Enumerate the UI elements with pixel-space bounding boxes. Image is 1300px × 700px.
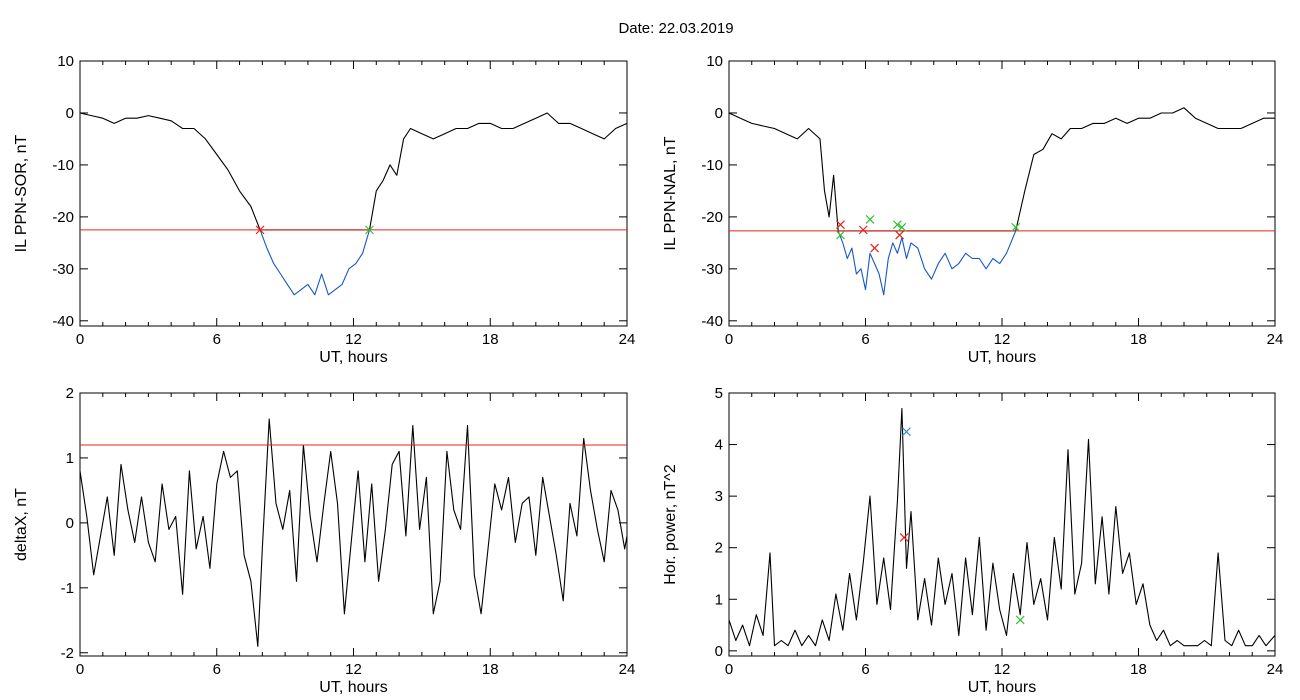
x-tick-label: 18 — [482, 331, 499, 348]
x-axis-title: UT, hours — [319, 349, 387, 366]
x-tick-label: 24 — [619, 661, 636, 678]
cross-marker — [1015, 615, 1025, 625]
series-line-1 — [79, 112, 628, 231]
y-tick-label: 5 — [715, 385, 723, 402]
y-tick-label: -10 — [701, 157, 723, 174]
x-tick-label: 12 — [345, 331, 362, 348]
panel-il-ppn-sor: 0 6 12 18 24 10 0 -10 -20 -30 -40 UT, hours IL PPN-S… — [13, 53, 635, 366]
cross-marker-stroke — [897, 222, 907, 232]
cross-marker-stroke — [255, 225, 265, 235]
cross-marker — [902, 427, 911, 437]
x-tick-label: 6 — [213, 331, 221, 348]
cross-marker — [836, 220, 845, 230]
series-line-1 — [728, 107, 1275, 232]
x-tick-label: 6 — [861, 331, 869, 348]
cross-marker — [255, 225, 265, 235]
cross-marker — [892, 220, 902, 230]
x-tick-label: 0 — [76, 661, 84, 678]
y-tick-label: 0 — [66, 105, 74, 122]
y-tick-label: -30 — [701, 261, 723, 278]
figure-title: Date: 22.03.2019 — [618, 20, 733, 37]
x-axis-title: UT, hours — [968, 679, 1036, 696]
cross-marker — [895, 230, 905, 240]
y-axis-title: deltaX, nT — [13, 488, 30, 561]
panel-il-ppn-nal: 0 6 12 18 24 10 0 -10 -20 -30 -40 UT, hours IL PPN-N… — [662, 53, 1283, 366]
y-tick-label: 4 — [715, 437, 723, 454]
cross-marker-stroke — [902, 427, 911, 437]
x-axis-title: UT, hours — [968, 349, 1036, 366]
y-tick-label: -40 — [52, 313, 74, 330]
x-tick-label: 18 — [1130, 661, 1147, 678]
x-tick-label: 12 — [994, 661, 1011, 678]
cross-marker — [897, 222, 907, 232]
cross-marker-stroke — [836, 220, 845, 230]
y-axis-title: IL PPN-SOR, nT — [13, 134, 30, 252]
plot-frame — [728, 60, 1276, 327]
y-tick-label: 2 — [66, 385, 74, 402]
x-tick-label: 6 — [861, 661, 869, 678]
y-tick-label: 10 — [57, 53, 74, 70]
x-tick-label: 18 — [1130, 331, 1147, 348]
cross-marker-stroke — [865, 215, 875, 224]
y-axis-title: IL PPN-NAL, nT — [662, 136, 679, 250]
plot-frame — [79, 392, 628, 657]
cross-marker-stroke — [899, 532, 909, 542]
x-tick-label: 12 — [345, 661, 362, 678]
cross-marker — [836, 230, 845, 240]
x-tick-label: 0 — [725, 661, 733, 678]
y-axis-title: Hor. power, nT^2 — [662, 464, 679, 585]
x-tick-label: 24 — [619, 331, 636, 348]
x-tick-label: 18 — [482, 661, 499, 678]
cross-marker — [365, 225, 374, 235]
x-tick-label: 12 — [994, 331, 1011, 348]
cross-marker-stroke — [836, 230, 845, 240]
y-tick-label: 0 — [715, 105, 723, 122]
y-tick-label: -20 — [52, 209, 74, 226]
series-line-1 — [79, 418, 628, 647]
x-tick-label: 0 — [76, 331, 84, 348]
y-tick-label: -20 — [701, 209, 723, 226]
y-tick-label: 0 — [715, 643, 723, 660]
series-line-2 — [837, 230, 1017, 296]
plot-frame — [79, 60, 628, 327]
y-tick-label: 2 — [715, 540, 723, 557]
panel-deltax: 0 6 12 18 24 2 1 0 -1 -2 UT, hours deltaX, nT — [13, 385, 635, 696]
y-tick-label: 3 — [715, 488, 723, 505]
cross-marker — [870, 243, 880, 253]
y-tick-label: 1 — [715, 591, 723, 608]
cross-marker-stroke — [1011, 222, 1021, 232]
series-line-2 — [259, 229, 371, 296]
x-tick-label: 0 — [725, 331, 733, 348]
x-tick-label: 6 — [213, 661, 221, 678]
cross-marker-stroke — [858, 225, 868, 235]
y-tick-label: 10 — [706, 53, 723, 70]
cross-marker-stroke — [870, 243, 880, 253]
panel-horizontal-power: 0 6 12 18 24 5 4 3 2 1 0 UT, hours Hor. power, nT^2 — [662, 385, 1283, 696]
y-tick-label: -1 — [61, 580, 74, 597]
x-tick-label: 24 — [1267, 331, 1284, 348]
y-tick-label: -40 — [701, 313, 723, 330]
y-tick-label: -30 — [52, 261, 74, 278]
y-tick-label: 0 — [66, 515, 74, 532]
series-line-1 — [728, 407, 1276, 647]
cross-marker-stroke — [895, 230, 905, 240]
y-tick-label: 1 — [66, 450, 74, 467]
cross-marker — [1011, 222, 1021, 232]
cross-marker-stroke — [365, 225, 374, 235]
cross-marker — [858, 225, 868, 235]
cross-marker — [899, 532, 909, 542]
x-axis-title: UT, hours — [319, 679, 387, 696]
cross-marker — [865, 215, 875, 224]
y-tick-label: -2 — [61, 645, 74, 662]
y-tick-label: -10 — [52, 157, 74, 174]
x-tick-label: 24 — [1267, 661, 1284, 678]
cross-marker-stroke — [892, 220, 902, 230]
cross-marker-stroke — [1015, 615, 1025, 625]
